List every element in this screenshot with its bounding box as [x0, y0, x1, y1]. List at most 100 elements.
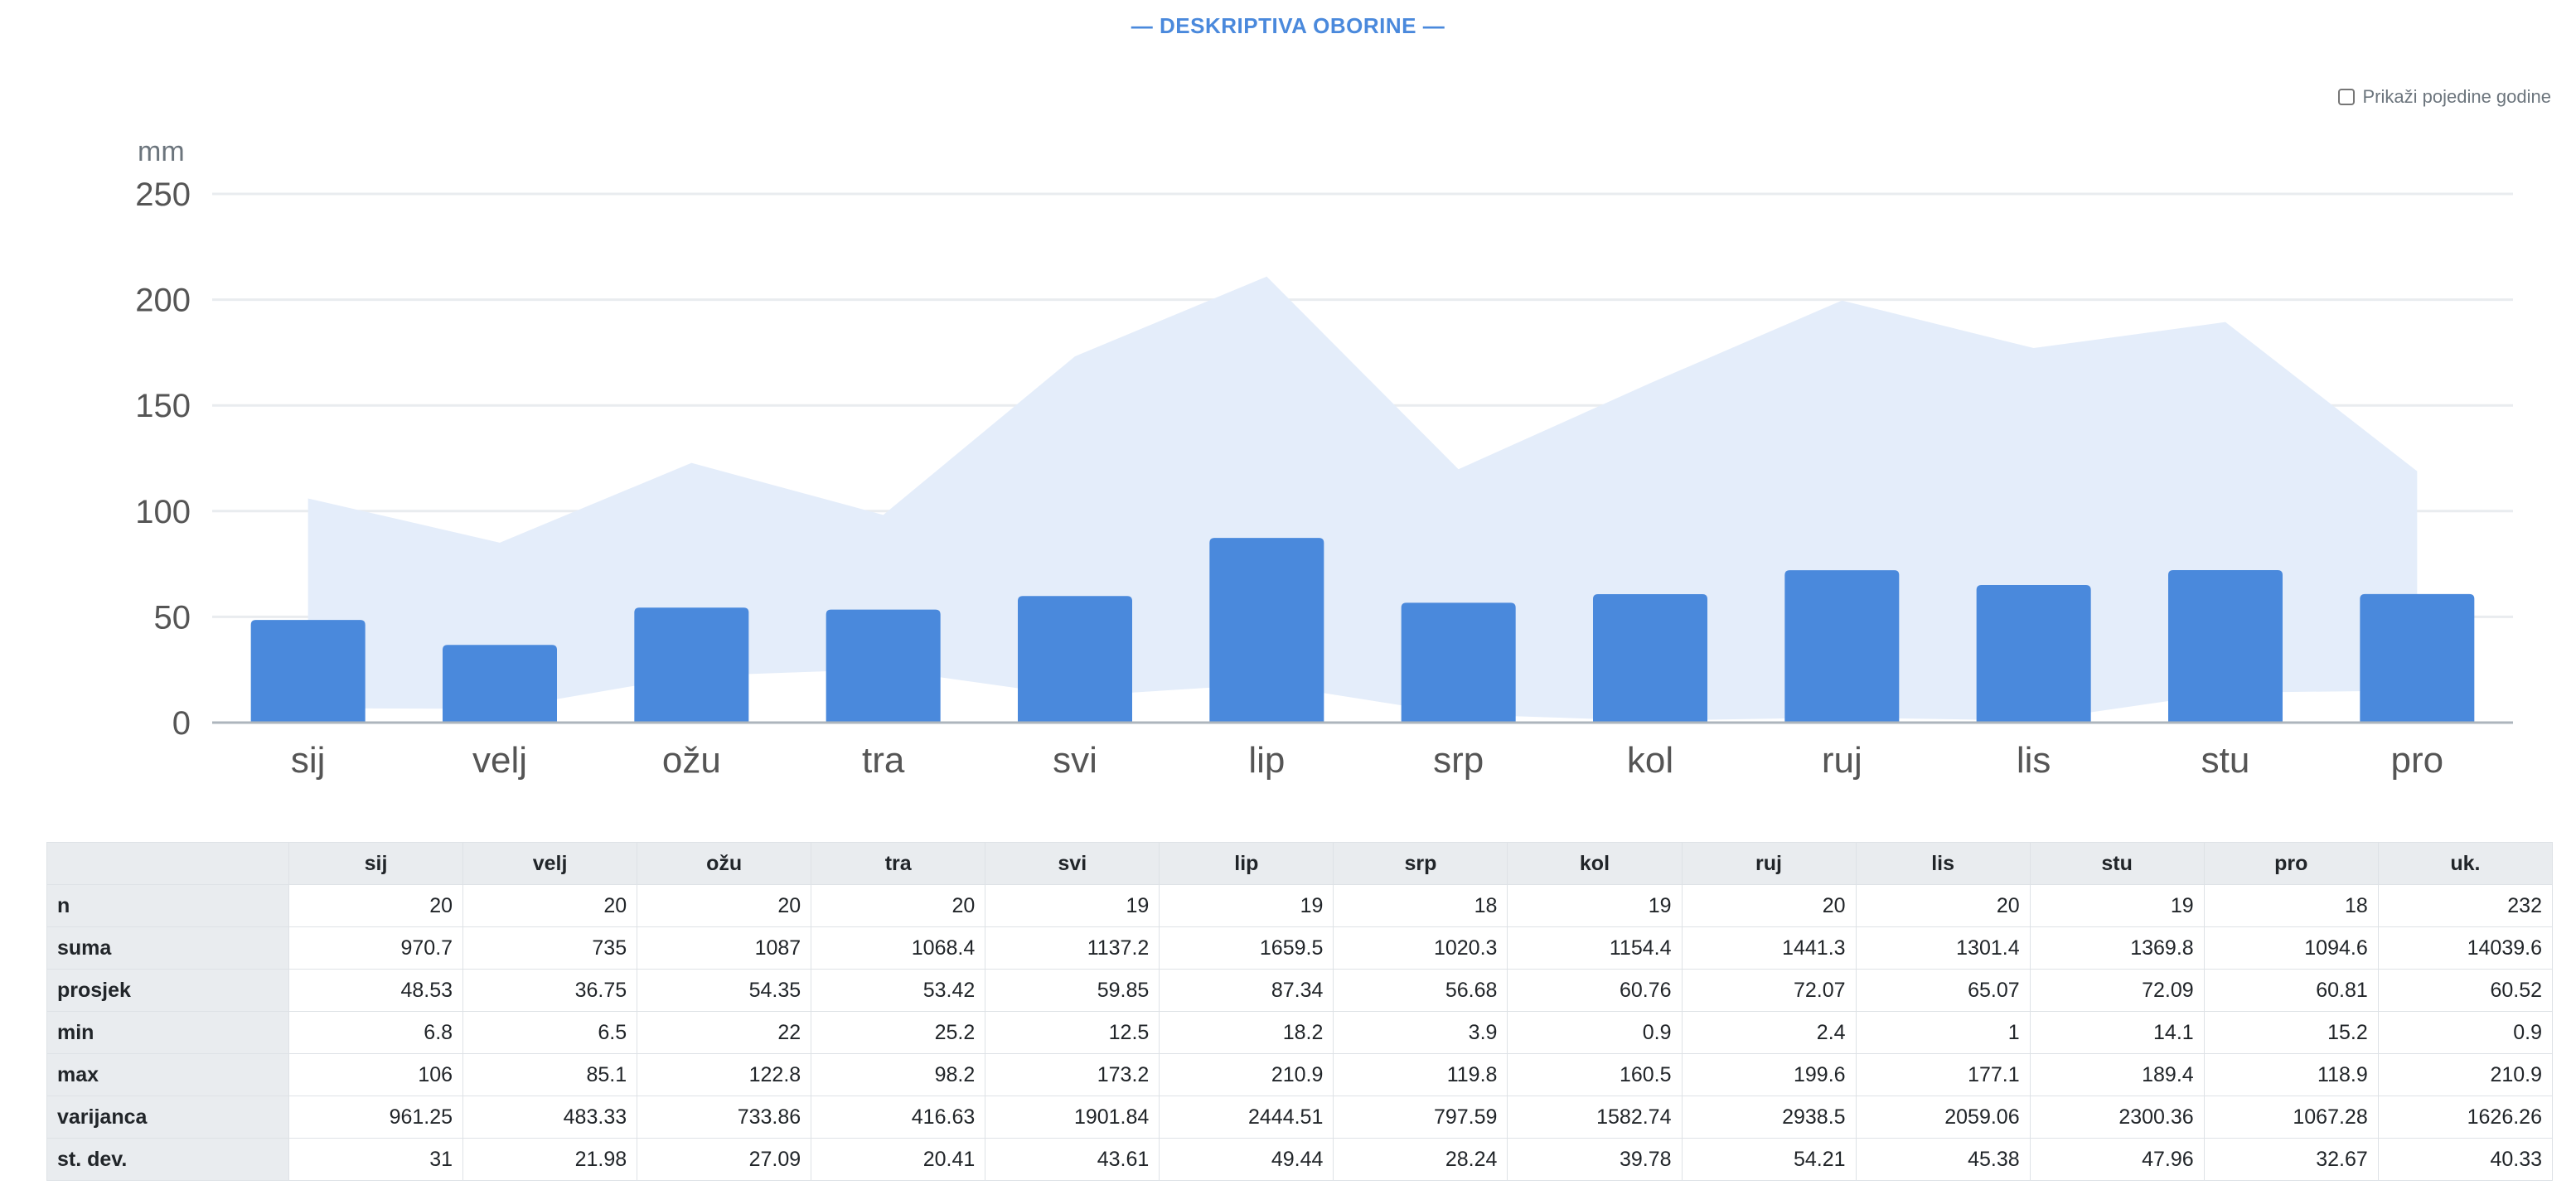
bar-ožu	[634, 607, 749, 723]
bar-tra	[826, 609, 941, 723]
table-cell: 733.86	[637, 1096, 812, 1139]
table-cell: 60.52	[2377, 969, 2554, 1012]
table-cell: 160.5	[1507, 1053, 1683, 1096]
y-tick-label: 250	[135, 177, 191, 213]
bar-srp	[1401, 602, 1516, 723]
table-cell: 20	[462, 884, 638, 927]
column-header: stu	[2029, 842, 2205, 885]
bar-velj	[443, 645, 557, 723]
table-cell: 20	[1681, 884, 1857, 927]
table-cell: 22	[637, 1011, 812, 1054]
x-tick-label: tra	[862, 740, 905, 781]
show-years-label: Prikaži pojedine godine	[2362, 86, 2552, 107]
x-tick-label: lip	[1248, 740, 1285, 781]
table-cell: 27.09	[637, 1138, 812, 1181]
table-cell: 189.4	[2029, 1053, 2205, 1096]
y-tick-label: 100	[135, 494, 191, 530]
table-cell: 2444.51	[1159, 1096, 1334, 1139]
table-cell: 199.6	[1681, 1053, 1857, 1096]
bar-pro	[2360, 593, 2475, 723]
table-cell: 2300.36	[2029, 1096, 2205, 1139]
table-cell: 1094.6	[2203, 926, 2379, 970]
table-cell: 98.2	[811, 1053, 986, 1096]
table-cell: 39.78	[1507, 1138, 1683, 1181]
table-cell: 1137.2	[985, 926, 1160, 970]
column-header: velj	[462, 842, 638, 885]
table-cell: 28.24	[1333, 1138, 1508, 1181]
table-cell: 1582.74	[1507, 1096, 1683, 1139]
show-years-toggle[interactable]: Prikaži pojedine godine	[2337, 86, 2552, 108]
y-axis-unit: mm	[138, 136, 185, 167]
table-cell: 6.8	[288, 1011, 464, 1054]
row-header: varijanca	[46, 1096, 289, 1139]
x-tick-label: sij	[291, 740, 326, 781]
table-cell: 106	[288, 1053, 464, 1096]
table-cell: 15.2	[2203, 1011, 2379, 1054]
table-cell: 1441.3	[1681, 926, 1857, 970]
table-cell: 19	[1507, 884, 1683, 927]
table-cell: 2059.06	[1855, 1096, 2031, 1139]
show-years-checkbox[interactable]	[2337, 89, 2355, 105]
table-cell: 20	[1855, 884, 2031, 927]
x-tick-label: ožu	[662, 740, 721, 781]
table-cell: 1659.5	[1159, 926, 1334, 970]
table-cell: 1901.84	[985, 1096, 1160, 1139]
table-cell: 60.76	[1507, 969, 1683, 1012]
bar-sij	[250, 620, 366, 723]
column-header: lip	[1159, 842, 1334, 885]
table-cell: 32.67	[2203, 1138, 2379, 1181]
table-cell: 20	[637, 884, 812, 927]
min-max-area	[307, 276, 2418, 721]
table-cell: 49.44	[1159, 1138, 1334, 1181]
y-tick-label: 200	[135, 283, 191, 319]
column-header: svi	[985, 842, 1160, 885]
statistics-table: sij velj ožu tra svi lip srp kol ruj lis stu pro uk.…	[46, 842, 2554, 1181]
table-row: min 6.8 6.5 22 25.2 12.5 18.2 3.9 0.9 2.4 1 14.1 15.…	[46, 1011, 2554, 1054]
table-cell: 970.7	[288, 926, 464, 970]
row-header: min	[46, 1011, 289, 1054]
table-cell: 19	[1159, 884, 1334, 927]
bars	[250, 538, 2475, 723]
x-tick-label: svi	[1053, 740, 1097, 781]
table-cell: 18	[1333, 884, 1508, 927]
table-cell: 210.9	[1159, 1053, 1334, 1096]
table-cell: 25.2	[811, 1011, 986, 1054]
table-cell: 0.9	[2377, 1011, 2554, 1054]
table-cell: 48.53	[288, 969, 464, 1012]
table-cell: 2938.5	[1681, 1096, 1857, 1139]
table-row: st. dev. 31 21.98 27.09 20.41 43.61 49.44 28.24…	[46, 1138, 2554, 1181]
row-header: n	[46, 884, 289, 927]
x-tick-label: velj	[472, 740, 527, 781]
table-cell: 54.21	[1681, 1138, 1857, 1181]
table-header-row: sij velj ožu tra svi lip srp kol ruj lis stu pro uk.	[46, 842, 2554, 885]
table-cell: 53.42	[811, 969, 986, 1012]
table-cell: 47.96	[2029, 1138, 2205, 1181]
table-corner	[46, 842, 289, 885]
row-header: max	[46, 1053, 289, 1096]
precipitation-chart: 0 50 100 150 200 250 mm sij velj ožu tra svi lip srp k…	[135, 136, 2513, 781]
table-cell: 14039.6	[2377, 926, 2554, 970]
table-cell: 483.33	[462, 1096, 638, 1139]
table-cell: 1626.26	[2377, 1096, 2554, 1139]
table-cell: 232	[2377, 884, 2554, 927]
min-max-range	[307, 276, 2418, 721]
y-tick-label: 0	[172, 705, 191, 742]
table-cell: 3.9	[1333, 1011, 1508, 1054]
table-cell: 20	[288, 884, 464, 927]
table-cell: 1020.3	[1333, 926, 1508, 970]
table-cell: 1067.28	[2203, 1096, 2379, 1139]
table-cell: 60.81	[2203, 969, 2379, 1012]
table-row: n 20 20 20 20 19 19 18 19 20 20 19 18 232	[46, 884, 2554, 927]
row-header: prosjek	[46, 969, 289, 1012]
x-tick-label: kol	[1627, 740, 1673, 781]
row-header: suma	[46, 926, 289, 970]
bar-lis	[1976, 584, 2091, 723]
table-cell: 56.68	[1333, 969, 1508, 1012]
column-header: tra	[811, 842, 986, 885]
column-header: sij	[288, 842, 464, 885]
table-cell: 20	[811, 884, 986, 927]
table-cell: 18.2	[1159, 1011, 1334, 1054]
table-cell: 961.25	[288, 1096, 464, 1139]
table-cell: 43.61	[985, 1138, 1160, 1181]
x-tick-label: lis	[2017, 740, 2051, 781]
